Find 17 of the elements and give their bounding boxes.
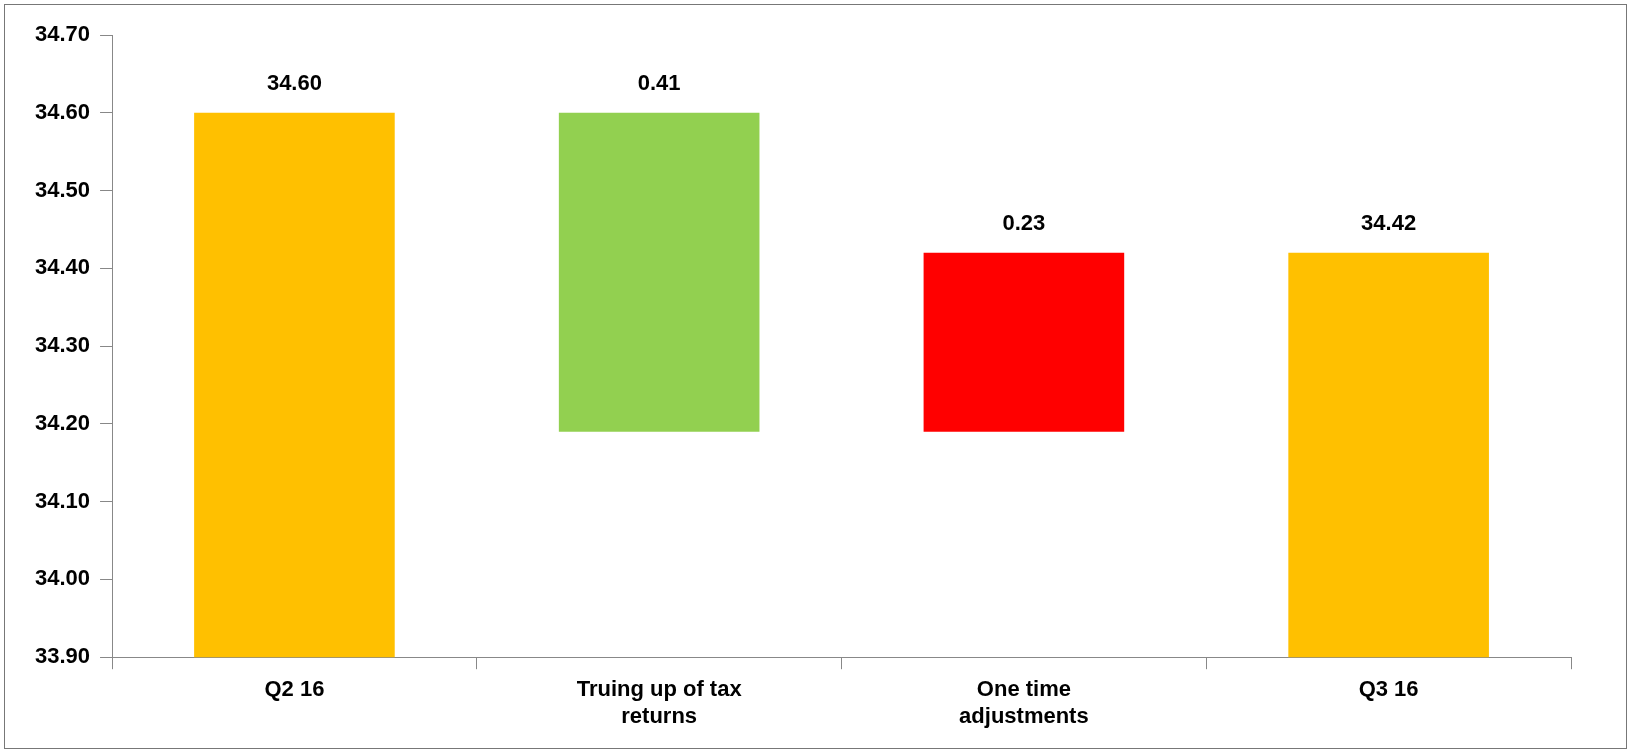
y-tick-label: 34.40 [34, 254, 91, 280]
x-tick-label: Q2 16 [264, 676, 325, 702]
x-tick-label: Truing up of tax returns [576, 676, 743, 728]
y-tick-label: 34.10 [34, 487, 91, 513]
data-label: 34.60 [266, 69, 322, 95]
x-tick-label: One time adjustments [959, 676, 1089, 728]
y-tick-label: 33.90 [34, 643, 91, 669]
y-tick-label: 34.30 [34, 332, 91, 358]
y-tick-label: 34.00 [34, 565, 91, 591]
y-tick-label: 34.60 [34, 98, 91, 124]
y-tick-label: 34.70 [34, 21, 91, 47]
y-tick-label: 34.20 [34, 409, 91, 435]
y-tick-label: 34.50 [34, 176, 91, 202]
x-tick-label: Q3 16 [1358, 676, 1419, 702]
data-label: 0.23 [1002, 209, 1046, 235]
data-label: 0.41 [637, 69, 681, 95]
data-label: 34.42 [1361, 209, 1417, 235]
